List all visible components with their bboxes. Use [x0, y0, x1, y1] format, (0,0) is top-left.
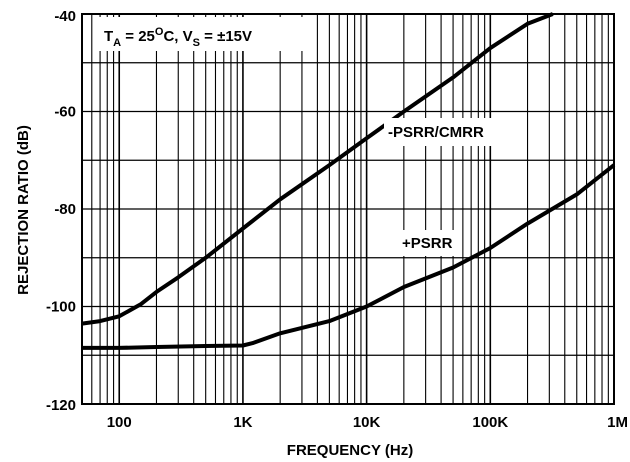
x-tick-label: 100: [107, 414, 132, 431]
psrr-cmrr-label-background: [384, 118, 494, 146]
conditions-label-background: [96, 17, 310, 51]
x-tick-label: 10K: [353, 414, 381, 431]
x-tick-label: 1M: [607, 414, 628, 431]
y-tick-label: -40: [54, 8, 76, 25]
pos-psrr-label-background: [396, 230, 460, 256]
y-tick-label: -100: [46, 299, 76, 316]
y-axis-label: REJECTION RATIO (dB): [15, 125, 32, 295]
y-tick-label: -120: [46, 397, 76, 414]
y-tick-label: -60: [54, 104, 76, 121]
psrr-cmrr-label: -PSRR/CMRR: [388, 124, 484, 141]
conditions-annotation: TA = 25OC, VS = ±15V: [104, 26, 252, 49]
x-axis-label: FREQUENCY (Hz): [287, 442, 413, 459]
series-line--psrr: [82, 163, 616, 350]
x-tick-labels: 100 1K 10K 100K 1M: [107, 414, 628, 431]
plot-frame: [81, 13, 615, 405]
y-tick-label: -80: [54, 201, 76, 218]
series-line--psrr-cmrr: [81, 12, 554, 326]
y-tick-labels: -40 -60 -80 -100 -120: [46, 8, 76, 414]
pos-psrr-label: +PSRR: [402, 235, 453, 252]
x-tick-label: 1K: [233, 414, 252, 431]
series-layer: [81, 12, 616, 350]
x-tick-label: 100K: [472, 414, 508, 431]
